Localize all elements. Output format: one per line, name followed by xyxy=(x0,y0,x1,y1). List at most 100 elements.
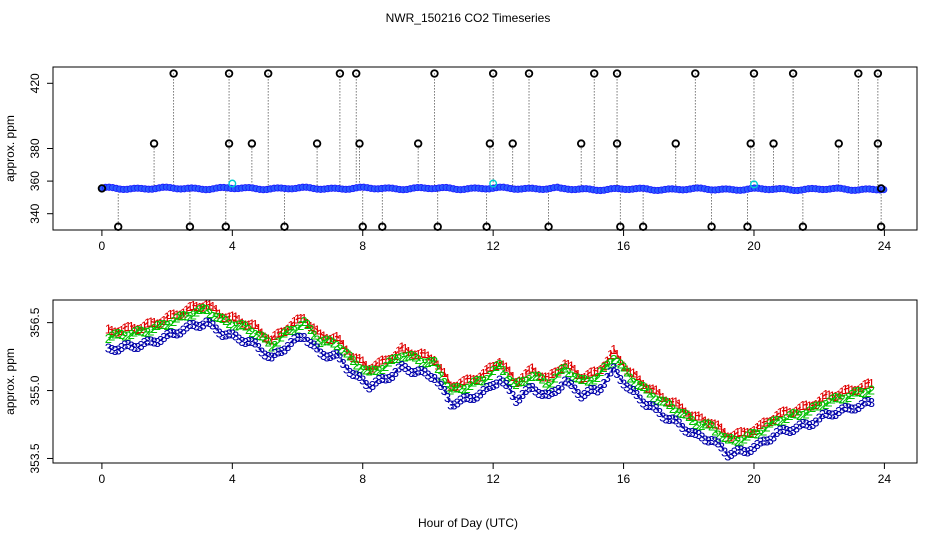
series-marker-3: 3 xyxy=(816,410,823,425)
spike-point xyxy=(352,69,361,78)
series-marker-1: 1 xyxy=(757,417,764,432)
series-marker-1: 1 xyxy=(199,300,206,315)
series-marker-3: 3 xyxy=(111,343,118,358)
series-marker-1: 1 xyxy=(581,370,588,385)
series-marker-3: 3 xyxy=(770,429,777,444)
series-marker-1: 1 xyxy=(649,381,656,396)
series-marker-3: 3 xyxy=(692,426,699,441)
series-marker-1: 1 xyxy=(490,359,497,374)
bottom-panel-ytick-label: 355.0 xyxy=(28,375,42,405)
series-marker-3: 3 xyxy=(320,348,327,363)
series-marker-3: 3 xyxy=(323,350,330,365)
series-marker-3: 3 xyxy=(186,317,193,332)
series-marker-2: 2 xyxy=(408,348,415,363)
series-marker-2: 2 xyxy=(529,369,536,384)
series-marker-3: 3 xyxy=(118,340,125,355)
series-marker-1: 1 xyxy=(617,353,624,368)
spike-point xyxy=(413,139,423,148)
series-marker-3: 3 xyxy=(613,366,620,381)
series-marker-2: 2 xyxy=(786,408,793,423)
series-marker-3: 3 xyxy=(402,360,409,375)
series-marker-3: 3 xyxy=(493,376,500,391)
series-marker-2: 2 xyxy=(147,324,154,339)
series-marker-3: 3 xyxy=(261,348,268,363)
series-marker-3: 3 xyxy=(669,412,676,427)
series-marker-1: 1 xyxy=(708,416,715,431)
series-marker-3: 3 xyxy=(375,372,382,387)
series-line-2 xyxy=(108,307,872,442)
series-marker-3: 3 xyxy=(803,417,810,432)
top-panel-xtick-label: 16 xyxy=(617,239,631,253)
series-marker-3: 3 xyxy=(842,400,849,415)
series-marker-3: 3 xyxy=(180,323,187,338)
series-marker-1: 1 xyxy=(551,364,558,379)
series-marker-2: 2 xyxy=(268,339,275,354)
series-marker-2: 2 xyxy=(470,375,477,390)
series-marker-2: 2 xyxy=(496,357,503,372)
series-marker-3: 3 xyxy=(754,437,761,452)
series-marker-2: 2 xyxy=(278,330,285,345)
series-marker-1: 1 xyxy=(137,321,144,336)
series-marker-1: 1 xyxy=(692,409,699,424)
series-marker-1: 1 xyxy=(310,321,317,336)
series-marker-2: 2 xyxy=(297,318,304,333)
series-marker-1: 1 xyxy=(535,368,542,383)
series-marker-2: 2 xyxy=(842,392,849,407)
series-marker-1: 1 xyxy=(359,354,366,369)
series-marker-2: 2 xyxy=(447,383,454,398)
series-marker-2: 2 xyxy=(750,426,757,441)
series-marker-1: 1 xyxy=(444,371,451,386)
spike-point xyxy=(433,222,442,231)
series-marker-3: 3 xyxy=(594,383,601,398)
series-marker-2: 2 xyxy=(317,335,324,350)
series-marker-3: 3 xyxy=(154,335,161,350)
series-marker-3: 3 xyxy=(447,398,454,413)
series-marker-3: 3 xyxy=(467,391,474,406)
series-marker-3: 3 xyxy=(578,389,585,404)
series-marker-2: 2 xyxy=(444,379,451,394)
series-marker-1: 1 xyxy=(150,315,157,330)
series-marker-1: 1 xyxy=(819,390,826,405)
series-marker-3: 3 xyxy=(675,415,682,430)
series-marker-3: 3 xyxy=(385,371,392,386)
series-marker-3: 3 xyxy=(463,390,470,405)
series-marker-3: 3 xyxy=(793,421,800,436)
series-marker-1: 1 xyxy=(278,325,285,340)
bottom-panel-xtick-label: 16 xyxy=(617,472,631,486)
series-marker-1: 1 xyxy=(842,382,849,397)
series-marker-3: 3 xyxy=(199,317,206,332)
series-marker-3: 3 xyxy=(291,332,298,347)
series-marker-3: 3 xyxy=(219,328,226,343)
series-marker-1: 1 xyxy=(868,376,875,391)
series-marker-1: 1 xyxy=(760,415,767,430)
series-marker-2: 2 xyxy=(525,372,532,387)
top-panel-ytick-label: 420 xyxy=(28,73,42,93)
series-marker-2: 2 xyxy=(724,431,731,446)
series-marker-3: 3 xyxy=(666,412,673,427)
spike-point xyxy=(638,222,648,231)
series-marker-2: 2 xyxy=(741,432,748,447)
series-marker-1: 1 xyxy=(584,367,591,382)
series-marker-1: 1 xyxy=(714,418,721,433)
series-marker-3: 3 xyxy=(620,377,627,392)
series-marker-3: 3 xyxy=(649,399,656,414)
series-marker-3: 3 xyxy=(434,375,441,390)
spike-point xyxy=(876,222,886,231)
series-marker-1: 1 xyxy=(858,380,865,395)
series-marker-2: 2 xyxy=(124,329,131,344)
series-marker-3: 3 xyxy=(336,351,343,366)
series-marker-3: 3 xyxy=(108,342,115,357)
series-marker-3: 3 xyxy=(744,444,751,459)
series-marker-2: 2 xyxy=(392,351,399,366)
series-marker-3: 3 xyxy=(604,370,611,385)
spike-point xyxy=(873,69,883,78)
series-marker-1: 1 xyxy=(832,389,839,404)
series-marker-1: 1 xyxy=(633,368,640,383)
bottom-panel-xtick-label: 20 xyxy=(747,472,761,486)
series-marker-3: 3 xyxy=(141,335,148,350)
series-marker-3: 3 xyxy=(555,382,562,397)
series-marker-2: 2 xyxy=(274,334,281,349)
series-marker-1: 1 xyxy=(499,357,506,372)
series-marker-1: 1 xyxy=(424,348,431,363)
series-marker-2: 2 xyxy=(486,368,493,383)
